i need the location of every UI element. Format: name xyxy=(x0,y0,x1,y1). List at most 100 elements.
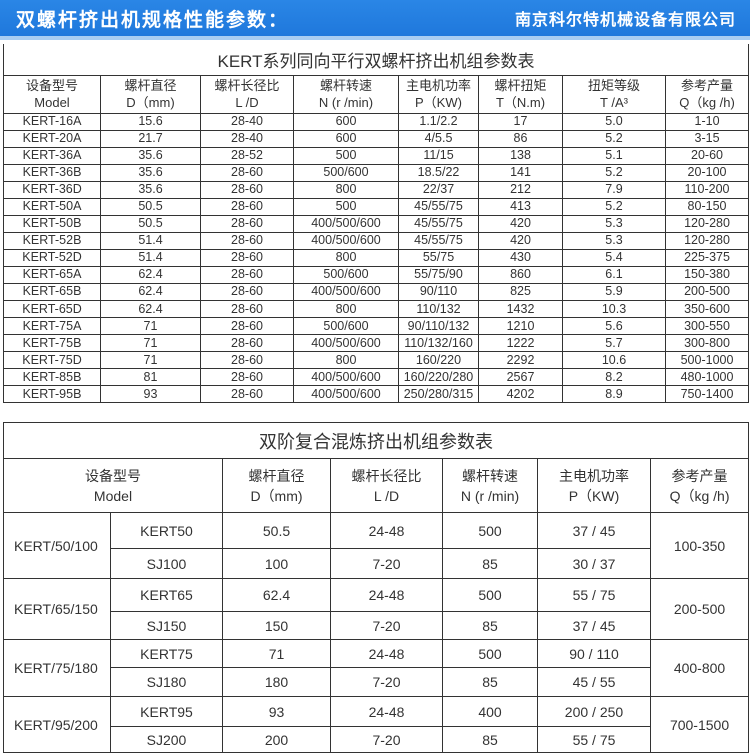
table-cell: 45/55/75 xyxy=(398,231,479,250)
table-cell: 860 xyxy=(478,265,563,284)
table-title-row: KERT系列同向平行双螺杆挤出机组参数表 xyxy=(2,44,750,75)
table-cell: 200 xyxy=(222,726,331,753)
table-cell: 1-10 xyxy=(664,112,750,131)
table-cell: 110/132 xyxy=(398,300,479,319)
column-header: 主电机功率 P（KW) xyxy=(398,74,479,114)
column-header: 参考产量 Q（kg /h) xyxy=(649,458,750,513)
table-cell: 90/110 xyxy=(398,282,479,302)
table-cell: 5.6 xyxy=(562,317,666,336)
table-cell: 62.4 xyxy=(100,265,201,284)
table-cell: KERT-85B xyxy=(3,368,101,387)
table-cell: 800 xyxy=(293,300,399,319)
header-sub: Model xyxy=(93,487,133,504)
header-label: 设备型号 xyxy=(85,467,141,484)
table-cell: 85 xyxy=(442,611,538,640)
table-cell: 50.5 xyxy=(100,197,201,216)
table-cell: 3-15 xyxy=(664,129,750,148)
table-row: KERT/50/100 KERT50 50.5 24-48 500 37 / 45 100-… xyxy=(3,512,750,579)
header-label: 参考产量 xyxy=(681,78,734,93)
header-label: 螺杆扭矩 xyxy=(494,78,547,93)
table-cell: 24-48 xyxy=(330,639,443,668)
section-banner: 双螺杆挤出机规格性能参数： xyxy=(0,0,750,40)
table-cell: 81 xyxy=(100,368,201,387)
table-cell: 51.4 xyxy=(100,231,201,250)
table-cell: 35.6 xyxy=(100,163,201,182)
table-cell: 18.5/22 xyxy=(398,163,479,182)
table-cell: 24-48 xyxy=(330,512,443,549)
group-output: 100-350 xyxy=(649,512,750,579)
table-cell: 800 xyxy=(293,180,399,199)
table-cell: 85 xyxy=(442,667,538,697)
table-cell: KERT-50A xyxy=(3,197,101,216)
header-sub: L /D xyxy=(235,95,259,110)
header-label: 螺杆直径 xyxy=(124,78,177,93)
table-cell: 28-60 xyxy=(200,265,294,284)
header-label: 扭矩等级 xyxy=(587,78,640,93)
table-cell: 500/600 xyxy=(293,317,399,336)
table-cell: 138 xyxy=(478,146,563,165)
table-title: 双阶复合混炼挤出机组参数表 xyxy=(2,422,750,459)
table-cell: 28-60 xyxy=(200,231,294,250)
table-cell: 2292 xyxy=(478,351,563,370)
table-cell: 50.5 xyxy=(222,512,331,549)
table-cell: 62.4 xyxy=(100,300,201,319)
table-cell: 45 / 55 xyxy=(537,667,651,697)
table-cell: KERT-95B xyxy=(3,385,101,404)
table-cell: 11/15 xyxy=(398,146,479,165)
table-row: KERT-20A 21.7 28-40 600 4/5.5 86 5.2 3-15 xyxy=(3,129,750,148)
group-model: KERT/95/200 xyxy=(3,696,111,753)
table-cell: 20-60 xyxy=(664,146,750,165)
table-cell: 141 xyxy=(478,163,563,182)
table-cell: SJ100 xyxy=(110,548,223,579)
table-cell: 15.6 xyxy=(100,112,201,131)
header-label: 螺杆长径比 xyxy=(214,78,280,93)
header-label: 设备型号 xyxy=(25,78,78,93)
table-cell: 28-60 xyxy=(200,214,294,233)
table-cell: 22/37 xyxy=(398,180,479,199)
table-row: KERT-36B 35.6 28-60 500/600 18.5/22 141 5.2 20-… xyxy=(3,163,750,182)
table-cell: 7-20 xyxy=(330,726,443,753)
table-cell: 500 xyxy=(442,639,538,668)
table-cell: 350-600 xyxy=(664,300,750,319)
table-cell: KERT-75D xyxy=(3,351,101,370)
table-cell: 500/600 xyxy=(293,265,399,284)
table-cell: 480-1000 xyxy=(664,368,750,387)
table-cell: KERT-16A xyxy=(3,112,101,131)
table-row: SJ200 200 7-20 85 55 / 75 xyxy=(4,726,749,753)
table-cell: KERT50 xyxy=(110,512,223,549)
table-cell: 28-60 xyxy=(200,248,294,267)
table-cell: 300-800 xyxy=(664,334,750,353)
table-cell: KERT-65A xyxy=(3,265,101,284)
column-header: 螺杆扭矩 T（N.m) xyxy=(478,74,563,114)
header-label: 主电机功率 xyxy=(405,78,471,93)
table-cell: 35.6 xyxy=(100,146,201,165)
column-header: 螺杆长径比 L /D xyxy=(200,74,294,114)
header-sub: P（KW) xyxy=(568,487,620,504)
table-cell: 71 xyxy=(222,639,331,668)
table-cell: KERT65 xyxy=(110,578,223,612)
table-cell: 150-380 xyxy=(664,265,750,284)
table-cell: 160/220 xyxy=(398,351,479,370)
table-cell: 1210 xyxy=(478,317,563,336)
table-cell: 180 xyxy=(222,667,331,697)
header-sub: N (r /min) xyxy=(318,95,374,110)
group-model: KERT/50/100 xyxy=(3,512,111,579)
table-cell: KERT-75B xyxy=(3,334,101,353)
table-title: KERT系列同向平行双螺杆挤出机组参数表 xyxy=(2,44,750,75)
table-cell: 200 / 250 xyxy=(537,696,651,727)
table-cell: 28-60 xyxy=(200,180,294,199)
table-cell: 225-375 xyxy=(664,248,750,267)
table-cell: 5.3 xyxy=(562,214,666,233)
table-cell: 4202 xyxy=(478,385,563,404)
table-cell: 5.2 xyxy=(562,129,666,148)
column-header: 螺杆直径 D（mm) xyxy=(100,74,201,114)
table-cell: 750-1400 xyxy=(664,385,750,404)
table-row: KERT-85B 81 28-60 400/500/600 160/220/280 256… xyxy=(3,368,750,387)
table-row: KERT-65A 62.4 28-60 500/600 55/75/90 860 6.1 15… xyxy=(3,265,750,284)
table-cell: 8.9 xyxy=(562,385,666,404)
table-cell: 160/220/280 xyxy=(398,368,479,387)
table-cell: 600 xyxy=(293,112,399,131)
group-model: KERT/65/150 xyxy=(3,578,111,640)
table-cell: 37 / 45 xyxy=(537,611,651,640)
table-row: KERT-52D 51.4 28-60 800 55/75 430 5.4 225-375 xyxy=(3,248,750,267)
